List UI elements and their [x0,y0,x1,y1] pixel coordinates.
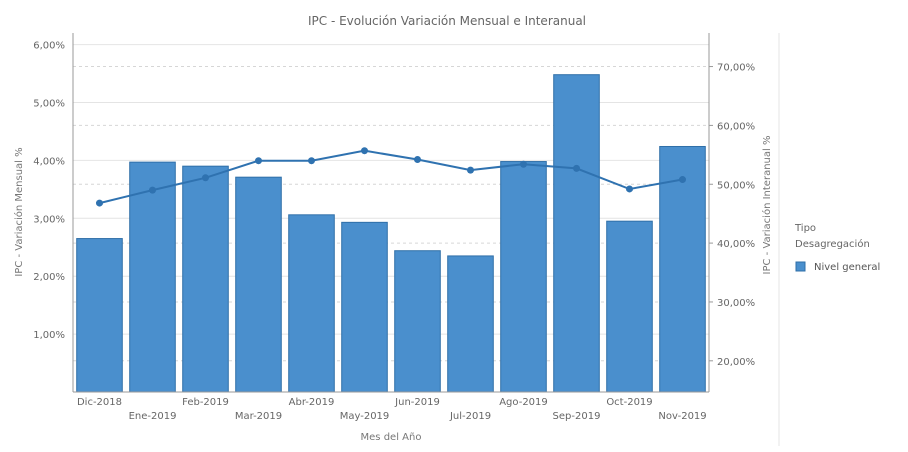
line-point-may-2019 [361,147,368,155]
bar-ene-2019 [129,161,176,393]
bar-may-2019 [341,221,388,393]
bar-ago-2019 [500,161,547,393]
grid [73,44,709,362]
x-tick-label: Nov-2019 [658,411,706,422]
y2-tick-label: 30,00% [717,298,755,309]
line-point-jun-2019 [414,156,421,164]
line-point-sep-2019 [573,164,580,172]
bar-feb-2019 [182,165,229,393]
y2-tick-label: 60,00% [717,121,755,132]
bar-sep-2019 [553,74,600,393]
line-point-feb-2019 [202,174,209,182]
legend-label: Nivel general [814,262,880,273]
x-tick-label: Jun-2019 [394,397,440,408]
y-tick-label: 6,00% [33,41,65,52]
y-tick-label: 3,00% [33,214,65,225]
x-tick-label: Oct-2019 [606,397,652,408]
line-point-abr-2019 [308,157,315,165]
line-point-ago-2019 [520,160,527,168]
y2-tick-label: 40,00% [717,239,755,250]
line-point-jul-2019 [467,166,474,174]
legend-title-line2: Desagregación [795,238,870,250]
x-tick-label: Abr-2019 [289,397,335,408]
legend: Tipo Desagregación Nivel general [794,223,880,273]
line-point-oct-2019 [626,185,633,193]
y2-axis-title: IPC - Variación Interanual % [761,136,773,275]
x-tick-label: Feb-2019 [182,397,229,408]
y-tick-label: 1,00% [33,330,65,341]
bar-jun-2019 [394,250,441,393]
x-tick-label: Mar-2019 [235,411,282,422]
line-point-mar-2019 [255,157,262,165]
y-tick-label: 4,00% [33,156,65,167]
bar-abr-2019 [288,214,335,393]
x-axis-title: Mes del Año [361,432,422,443]
legend-title-line1: Tipo [794,223,816,234]
axes [72,33,780,446]
x-tick-label: Sep-2019 [553,411,601,422]
x-tick-label: Dic-2018 [77,397,122,408]
interanual-line [99,149,683,205]
y2-tick-label: 70,00% [717,63,755,74]
x-tick-label: May-2019 [340,411,390,422]
y-tick-label: 2,00% [33,272,65,283]
y-tick-label: 5,00% [33,98,65,109]
line-point-nov-2019 [679,176,686,184]
y-axis-title: IPC - Variación Mensual % [13,147,25,276]
x-tick-label: Jul-2019 [449,411,491,422]
legend-swatch [795,261,806,272]
bar-dic-2018 [76,238,123,393]
x-tick-label: Ene-2019 [129,411,177,422]
line-point-ene-2019 [149,186,156,194]
line-layer [96,147,686,207]
line-point-dic-2018 [96,199,103,207]
x-tick-label: Ago-2019 [499,397,548,408]
bar-oct-2019 [606,220,653,393]
bars [76,74,706,393]
bar-nov-2019 [659,145,706,393]
bar-mar-2019 [235,176,282,393]
chart-title: IPC - Evolución Variación Mensual e Inte… [308,14,586,28]
y2-tick-label: 50,00% [717,180,755,191]
y2-tick-label: 20,00% [717,357,755,368]
bar-jul-2019 [447,255,494,393]
ticks: 1,00% 2,00% 3,00% 4,00% 5,00% 6,00% 20,00% 30,0… [33,41,755,422]
